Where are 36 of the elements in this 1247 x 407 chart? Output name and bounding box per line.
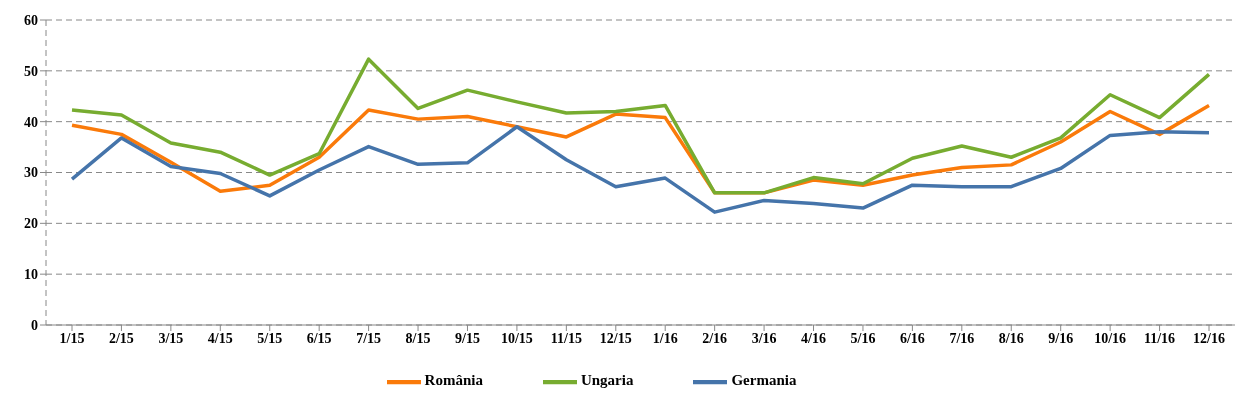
x-tick-label: 5/15 (257, 330, 283, 346)
x-tick-label: 2/15 (108, 330, 134, 346)
line-series (70, 57, 1211, 195)
x-tick-label: 9/15 (455, 330, 480, 346)
x-tick-label: 6/15 (306, 330, 332, 346)
y-tick-label: 50 (24, 63, 38, 79)
y-tick-label: 60 (24, 12, 38, 28)
line-series (70, 125, 1211, 214)
x-tick-label: 6/16 (899, 330, 925, 346)
x-tick-label: 4/15 (207, 330, 233, 346)
x-tick-label: 1/16 (652, 330, 678, 346)
legend-label: România (424, 372, 483, 389)
x-tick-label: 7/16 (949, 330, 975, 346)
y-tick-label: 0 (31, 317, 38, 333)
y-tick-label: 20 (24, 216, 38, 232)
x-tick-label: 3/15 (158, 330, 184, 346)
x-tick-label: 10/16 (1094, 330, 1127, 346)
x-tick-label: 3/16 (751, 330, 777, 346)
x-tick-label: 9/16 (1048, 330, 1074, 346)
x-tick-label: 10/15 (500, 330, 533, 346)
x-tick-label: 2/16 (702, 330, 728, 346)
legend-label: Ungaria (580, 372, 634, 389)
y-tick-label: 10 (24, 267, 38, 283)
x-tick-label: 8/16 (998, 330, 1024, 346)
y-tick-label: 40 (24, 114, 38, 130)
x-tick-label: 5/16 (850, 330, 876, 346)
x-tick-label: 12/15 (599, 330, 632, 346)
x-tick-label: 12/16 (1193, 330, 1225, 346)
x-tick-label: 11/15 (550, 330, 582, 346)
x-tick-label: 7/15 (356, 330, 382, 346)
legend-label: Germania (731, 372, 797, 389)
x-tick-label: 1/15 (59, 330, 85, 346)
x-tick-label: 4/16 (801, 330, 826, 346)
x-tick-label: 11/16 (1144, 330, 1176, 346)
y-tick-label: 30 (24, 165, 38, 181)
x-tick-label: 8/15 (405, 330, 431, 346)
